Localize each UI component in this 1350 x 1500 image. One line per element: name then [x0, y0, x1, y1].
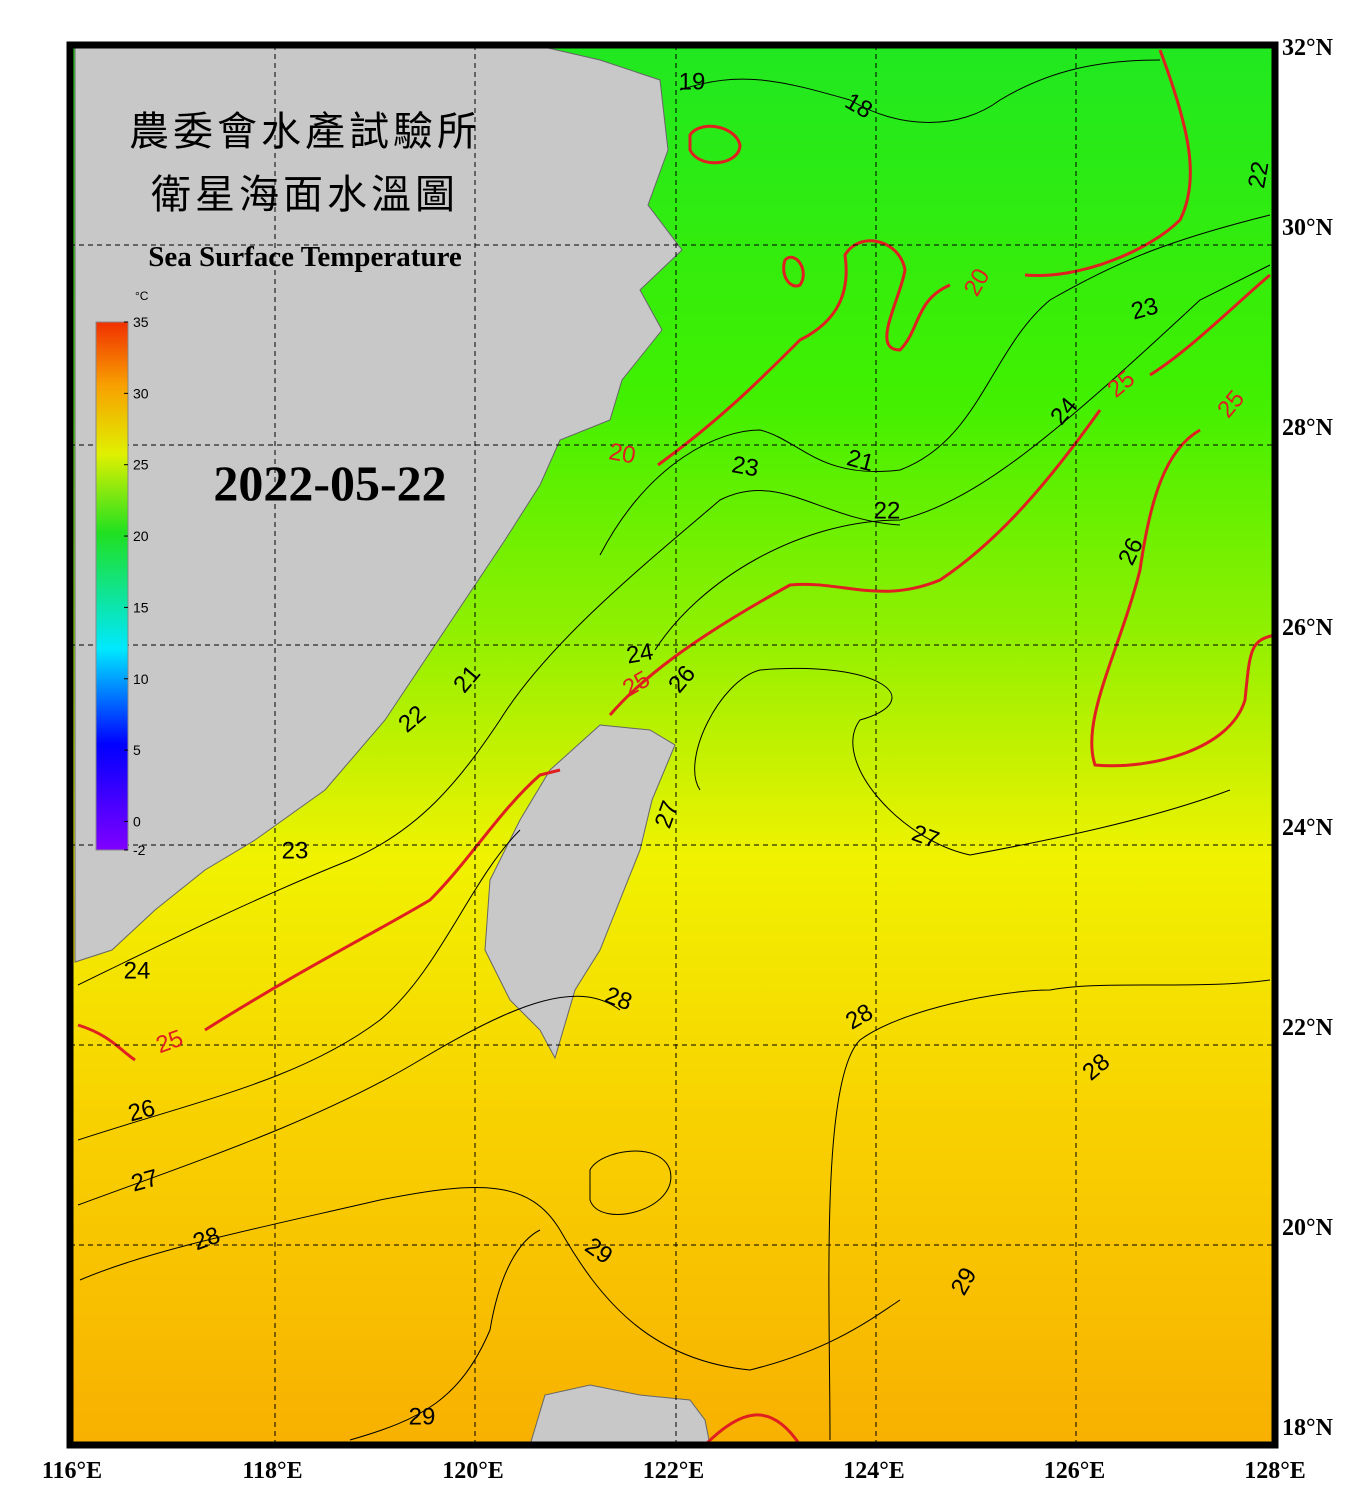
colorbar-tick-label: 15 [133, 599, 149, 615]
title-zh: 衛星海面水溫圖 [151, 172, 459, 218]
contour-label: 24 [124, 957, 151, 984]
lon-label: 122°E [643, 1458, 705, 1484]
colorbar-tick-label: 0 [133, 813, 141, 829]
contour-label: 20 [607, 438, 638, 469]
lon-label: 128°E [1244, 1458, 1306, 1484]
colorbar-tick-label: 5 [133, 742, 141, 758]
lat-label: 22°N [1282, 1015, 1334, 1041]
colorbar-tick-label: 25 [133, 457, 149, 473]
title-zh: 農委會水產試驗所 [129, 109, 481, 155]
colorbar-unit: °C [135, 289, 149, 303]
grid [70, 45, 1275, 1445]
contour-label: 23 [282, 837, 309, 864]
axis-labels: 116°E 118°E 120°E 122°E 124°E 126°E 128°E 18°N 2… [42, 35, 1334, 1484]
colorbar-tick-label: 30 [133, 385, 149, 401]
lon-label: 118°E [242, 1458, 302, 1484]
colorbar-ticks: 35 30 25 20 15 10 5 0 -2 [124, 314, 149, 858]
lat-label: 32°N [1282, 35, 1334, 61]
lon-label: 126°E [1044, 1458, 1106, 1484]
colorbar [95, 321, 129, 851]
contour-label: 29 [409, 1403, 436, 1430]
date: 2022-05-22 [213, 455, 446, 511]
lat-label: 26°N [1282, 615, 1334, 641]
lat-label: 28°N [1282, 415, 1334, 441]
lat-label: 18°N [1282, 1415, 1334, 1441]
contour-label: 24 [624, 638, 655, 669]
lat-label: 24°N [1282, 815, 1334, 841]
map-frame [66, 41, 1279, 1449]
lat-label: 20°N [1282, 1215, 1334, 1241]
lon-label: 124°E [843, 1458, 905, 1484]
lat-label: 30°N [1282, 215, 1334, 241]
colorbar-tick-label: -2 [133, 842, 146, 858]
contour-label: 22 [874, 497, 901, 524]
title-en: Sea Surface Temperature [148, 241, 462, 273]
contour-label: 19 [679, 68, 706, 95]
lon-label: 120°E [442, 1458, 504, 1484]
colorbar-tick-label: 20 [133, 528, 149, 544]
colorbar-tick-label: 35 [133, 314, 149, 330]
contour-label: 22 [1243, 159, 1274, 190]
land [74, 47, 711, 1446]
contour-label: 23 [730, 451, 761, 482]
lon-label: 116°E [42, 1458, 102, 1484]
colorbar-tick-label: 10 [133, 671, 149, 687]
isotherms [77, 49, 1276, 1447]
